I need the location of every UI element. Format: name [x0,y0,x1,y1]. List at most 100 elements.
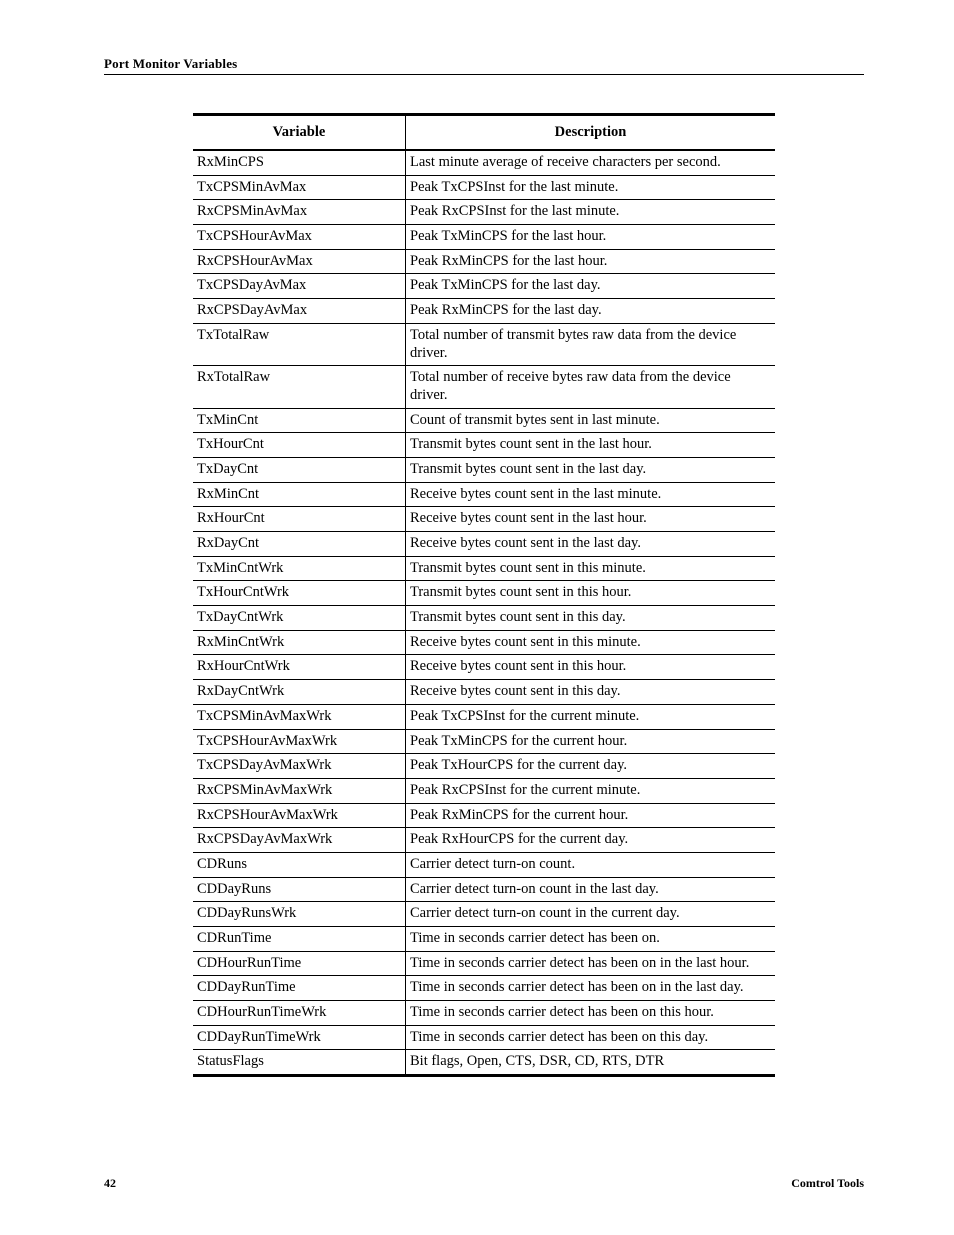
table-row: RxCPSMinAvMaxPeak RxCPSInst for the last… [193,200,775,225]
variable-cell: CDRunTime [193,927,406,952]
description-cell: Receive bytes count sent in this day. [406,680,776,705]
table-row: TxHourCntWrkTransmit bytes count sent in… [193,581,775,606]
variable-cell: RxCPSMinAvMaxWrk [193,778,406,803]
description-cell: Receive bytes count sent in the last day… [406,532,776,557]
table-row: RxCPSDayAvMaxPeak RxMinCPS for the last … [193,299,775,324]
description-cell: Peak RxHourCPS for the current day. [406,828,776,853]
description-cell: Receive bytes count sent in this hour. [406,655,776,680]
table-row: RxHourCntWrkReceive bytes count sent in … [193,655,775,680]
variable-cell: RxCPSDayAvMaxWrk [193,828,406,853]
variable-cell: TxHourCnt [193,433,406,458]
description-cell: Time in seconds carrier detect has been … [406,976,776,1001]
table-body: RxMinCPSLast minute average of receive c… [193,150,775,1076]
variable-cell: TxCPSMinAvMaxWrk [193,704,406,729]
description-cell: Total number of transmit bytes raw data … [406,323,776,365]
description-cell: Time in seconds carrier detect has been … [406,1025,776,1050]
variable-cell: TxDayCntWrk [193,606,406,631]
variable-cell: TxMinCnt [193,408,406,433]
description-cell: Transmit bytes count sent in the last ho… [406,433,776,458]
description-cell: Receive bytes count sent in the last min… [406,482,776,507]
table-row: RxMinCntWrkReceive bytes count sent in t… [193,630,775,655]
description-cell: Transmit bytes count sent in this day. [406,606,776,631]
variable-cell: RxMinCntWrk [193,630,406,655]
table-row: RxCPSDayAvMaxWrkPeak RxHourCPS for the c… [193,828,775,853]
table-row: RxDayCntReceive bytes count sent in the … [193,532,775,557]
table-row: TxCPSDayAvMaxWrkPeak TxHourCPS for the c… [193,754,775,779]
variable-cell: CDDayRunsWrk [193,902,406,927]
variable-cell: RxCPSMinAvMax [193,200,406,225]
variable-cell: TxTotalRaw [193,323,406,365]
variable-cell: RxDayCntWrk [193,680,406,705]
table-row: TxMinCntWrkTransmit bytes count sent in … [193,556,775,581]
table-row: TxCPSMinAvMaxWrkPeak TxCPSInst for the c… [193,704,775,729]
table-row: CDDayRunsCarrier detect turn-on count in… [193,877,775,902]
table-row: StatusFlagsBit flags, Open, CTS, DSR, CD… [193,1050,775,1076]
description-cell: Peak TxHourCPS for the current day. [406,754,776,779]
table-row: CDRunsCarrier detect turn-on count. [193,852,775,877]
variable-cell: CDHourRunTime [193,951,406,976]
description-cell: Time in seconds carrier detect has been … [406,927,776,952]
page-header: Port Monitor Variables [104,54,864,75]
table-row: CDDayRunTimeWrkTime in seconds carrier d… [193,1025,775,1050]
table-row: CDHourRunTimeTime in seconds carrier det… [193,951,775,976]
table-row: TxMinCntCount of transmit bytes sent in … [193,408,775,433]
description-cell: Peak TxMinCPS for the last hour. [406,225,776,250]
table-row: RxCPSHourAvMaxPeak RxMinCPS for the last… [193,249,775,274]
description-cell: Transmit bytes count sent in this minute… [406,556,776,581]
variable-cell: CDDayRunTime [193,976,406,1001]
variable-cell: TxCPSHourAvMaxWrk [193,729,406,754]
description-cell: Bit flags, Open, CTS, DSR, CD, RTS, DTR [406,1050,776,1076]
variable-cell: TxCPSDayAvMax [193,274,406,299]
variable-cell: RxCPSHourAvMaxWrk [193,803,406,828]
section-title: Port Monitor Variables [104,56,864,72]
page: Port Monitor Variables Variable Descript… [0,0,954,1235]
variable-cell: TxMinCntWrk [193,556,406,581]
description-cell: Peak RxMinCPS for the last day. [406,299,776,324]
description-cell: Transmit bytes count sent in this hour. [406,581,776,606]
variable-cell: TxCPSMinAvMax [193,175,406,200]
description-cell: Peak TxCPSInst for the current minute. [406,704,776,729]
variable-cell: StatusFlags [193,1050,406,1076]
page-number: 42 [104,1176,116,1191]
table-header-row: Variable Description [193,115,775,151]
description-cell: Carrier detect turn-on count. [406,852,776,877]
variable-cell: TxCPSDayAvMaxWrk [193,754,406,779]
variable-cell: TxDayCnt [193,457,406,482]
page-footer: 42 Comtrol Tools [104,1176,864,1191]
table-row: TxDayCntTransmit bytes count sent in the… [193,457,775,482]
table-row: TxHourCntTransmit bytes count sent in th… [193,433,775,458]
table-row: RxCPSMinAvMaxWrkPeak RxCPSInst for the c… [193,778,775,803]
table-header-description: Description [406,115,776,151]
description-cell: Carrier detect turn-on count in the last… [406,877,776,902]
variables-table: Variable Description RxMinCPSLast minute… [193,113,775,1077]
footer-right: Comtrol Tools [791,1176,864,1191]
variable-cell: TxCPSHourAvMax [193,225,406,250]
variable-cell: RxHourCnt [193,507,406,532]
table-row: CDRunTimeTime in seconds carrier detect … [193,927,775,952]
variable-cell: RxTotalRaw [193,366,406,408]
description-cell: Transmit bytes count sent in the last da… [406,457,776,482]
description-cell: Time in seconds carrier detect has been … [406,951,776,976]
variable-cell: CDRuns [193,852,406,877]
description-cell: Peak RxMinCPS for the current hour. [406,803,776,828]
table-header-variable: Variable [193,115,406,151]
description-cell: Peak TxCPSInst for the last minute. [406,175,776,200]
description-cell: Peak TxMinCPS for the last day. [406,274,776,299]
variables-table-wrap: Variable Description RxMinCPSLast minute… [193,113,775,1077]
table-row: TxCPSHourAvMaxWrkPeak TxMinCPS for the c… [193,729,775,754]
table-row: TxCPSHourAvMaxPeak TxMinCPS for the last… [193,225,775,250]
description-cell: Carrier detect turn-on count in the curr… [406,902,776,927]
description-cell: Peak RxCPSInst for the current minute. [406,778,776,803]
variable-cell: RxMinCPS [193,150,406,175]
description-cell: Total number of receive bytes raw data f… [406,366,776,408]
table-row: TxCPSMinAvMaxPeak TxCPSInst for the last… [193,175,775,200]
table-row: CDHourRunTimeWrkTime in seconds carrier … [193,1001,775,1026]
table-row: CDDayRunTimeTime in seconds carrier dete… [193,976,775,1001]
variable-cell: RxHourCntWrk [193,655,406,680]
description-cell: Count of transmit bytes sent in last min… [406,408,776,433]
variable-cell: CDDayRuns [193,877,406,902]
table-row: RxMinCntReceive bytes count sent in the … [193,482,775,507]
table-row: TxCPSDayAvMaxPeak TxMinCPS for the last … [193,274,775,299]
description-cell: Receive bytes count sent in the last hou… [406,507,776,532]
description-cell: Receive bytes count sent in this minute. [406,630,776,655]
